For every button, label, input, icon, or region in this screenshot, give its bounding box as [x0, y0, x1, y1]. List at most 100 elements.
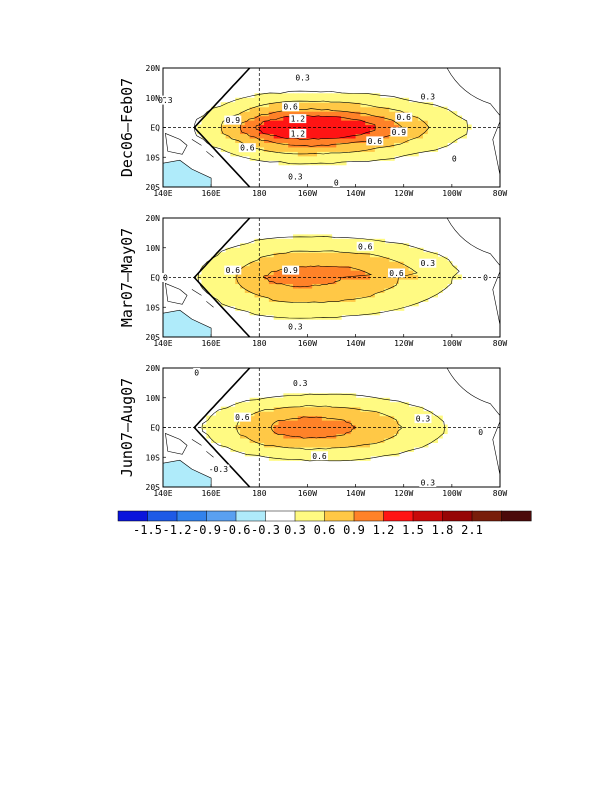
x-tick-label: 140W: [346, 339, 365, 348]
colorbar-swatch: [265, 510, 296, 522]
y-tick-label: 10S: [146, 453, 161, 462]
contour-label: 0: [483, 274, 488, 283]
anomaly-field: [163, 368, 500, 487]
contour-label: 0.3: [421, 92, 436, 101]
y-tick-label: 20N: [146, 364, 161, 373]
contour-label: -0.3: [209, 465, 228, 474]
y-tick-label: 10N: [146, 244, 161, 253]
x-tick-label: 100W: [442, 339, 461, 348]
colorbar-swatch: [235, 510, 267, 522]
contour-label: 0.3: [416, 415, 431, 424]
y-tick-label: 10N: [146, 394, 161, 403]
y-tick-label: 20N: [146, 64, 161, 73]
colorbar-label: -0.3: [251, 523, 280, 537]
contour-label: 0.6: [240, 144, 255, 153]
colorbar-swatch: [147, 510, 178, 522]
y-tick-label: 20N: [146, 214, 161, 223]
contour-label: 0.3: [293, 379, 308, 388]
contour-label: 0.6: [283, 103, 298, 112]
y-tick-label: 10N: [146, 94, 161, 103]
colorbar-label: -0.9: [192, 523, 221, 537]
x-tick-label: 180: [252, 189, 267, 198]
map-panels: 0.3 0.3 0.3 0.6 0.6 0.9 1.2 1.2 0.9 0.6 0.6 0.3 0 0 20…: [118, 64, 507, 498]
x-tick-label: 160W: [298, 489, 317, 498]
x-tick-label: 160E: [201, 339, 220, 348]
x-tick-label: 120W: [394, 339, 413, 348]
contour-label: 1.2: [291, 115, 306, 124]
contour-label: 1.2: [291, 129, 306, 138]
x-tick-label: 160W: [298, 189, 317, 198]
x-tick-label: 80W: [493, 489, 508, 498]
panel-title: Dec06–Feb07: [118, 78, 136, 177]
y-tick-label: 10S: [146, 153, 161, 162]
colorbar-swatch: [324, 510, 355, 522]
contour-label: 0: [334, 179, 339, 188]
x-tick-label: 160E: [201, 489, 220, 498]
panel-title: Mar07–May07: [118, 228, 136, 327]
colorbar-swatch: [471, 510, 503, 522]
x-tick-label: 140W: [346, 489, 365, 498]
y-tick-label: EQ: [150, 274, 160, 283]
contour-label: 0.3: [421, 259, 436, 268]
colorbar: -1.5 -1.2 -0.9 -0.6 -0.3 0.3 0.6 0.9 1.2 1.5 1.8 2.…: [117, 510, 532, 537]
contour-label: 0.9: [283, 266, 298, 275]
contour-label: 0.6: [235, 413, 250, 422]
colorbar-swatch: [353, 510, 385, 522]
colorbar-label: 1.2: [373, 523, 395, 537]
contour-label: 0.6: [358, 242, 373, 251]
contour-label: 0.3: [421, 479, 436, 488]
y-tick-label: 20S: [146, 333, 161, 342]
x-tick-label: 100W: [442, 189, 461, 198]
y-tick-label: 20S: [146, 483, 161, 492]
x-tick-label: 80W: [493, 339, 508, 348]
contour-label: 0.6: [312, 452, 327, 461]
colorbar-label: 1.5: [402, 523, 424, 537]
x-tick-label: 100W: [442, 489, 461, 498]
contour-label: 0.3: [288, 323, 303, 332]
colorbar-swatch: [383, 510, 414, 522]
contour-label: 0.3: [158, 96, 173, 105]
contour-label: 0.6: [226, 266, 241, 275]
contour-label: 0: [452, 155, 457, 164]
y-tick-label: EQ: [150, 124, 160, 133]
y-tick-label: 10S: [146, 303, 161, 312]
contour-label: 0: [163, 274, 168, 283]
x-tick-label: 140E: [153, 339, 172, 348]
contour-label: 0.6: [389, 269, 404, 278]
contour-label: 0.6: [368, 137, 383, 146]
y-tick-label: 20S: [146, 183, 161, 192]
colorbar-swatch: [442, 510, 473, 522]
anomaly-field: [163, 218, 500, 337]
contour-label: 0: [478, 428, 483, 437]
colorbar-swatch: [176, 510, 208, 522]
colorbar-label: 0.6: [314, 523, 336, 537]
colorbar-label: -1.5: [133, 523, 162, 537]
colorbar-label: 0.3: [284, 523, 306, 537]
x-tick-label: 160W: [298, 339, 317, 348]
colorbar-label: 2.1: [461, 523, 483, 537]
x-tick-label: 140W: [346, 189, 365, 198]
colorbar-label: -0.6: [222, 523, 251, 537]
x-tick-label: 120W: [394, 189, 413, 198]
contour-label: 0.3: [295, 74, 310, 83]
colorbar-swatch: [294, 510, 326, 522]
x-tick-label: 160E: [201, 189, 220, 198]
map-panel: 0.3 0.3 0.3 0.6 0.6 0.9 1.2 1.2 0.9 0.6 0.6 0.3 0 0 20…: [118, 64, 507, 198]
contour-label: 0.3: [288, 173, 303, 182]
x-tick-label: 180: [252, 489, 267, 498]
contour-label: 0.9: [226, 116, 241, 125]
contour-label: 0.9: [392, 128, 407, 137]
x-tick-label: 80W: [493, 189, 508, 198]
colorbar-swatch: [501, 510, 532, 522]
panel-title: Jun07–Aug07: [118, 378, 136, 477]
colorbar-label: 1.8: [432, 523, 454, 537]
colorbar-label: -1.2: [163, 523, 192, 537]
x-tick-label: 120W: [394, 489, 413, 498]
x-tick-label: 180: [252, 339, 267, 348]
colorbar-swatch: [117, 510, 149, 522]
colorbar-swatch: [206, 510, 237, 522]
x-tick-label: 140E: [153, 489, 172, 498]
